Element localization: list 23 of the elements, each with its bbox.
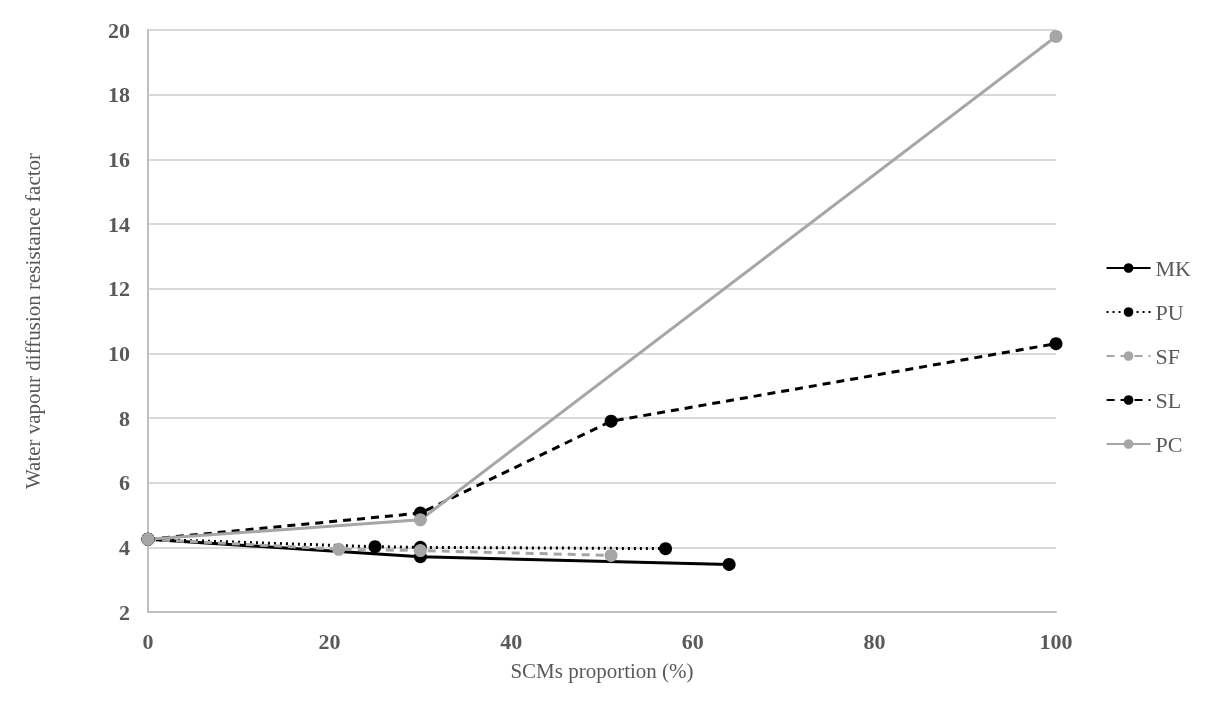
- x-tick-label: 40: [500, 628, 523, 654]
- x-tick-label: 20: [318, 628, 341, 654]
- y-tick-label: 16: [108, 146, 130, 172]
- x-tick-label: 0: [142, 628, 154, 654]
- legend-label: PC: [1155, 431, 1183, 457]
- y-tick-label: 8: [119, 405, 130, 431]
- y-tick-label: 2: [119, 599, 130, 625]
- y-tick-label: 4: [119, 534, 130, 560]
- y-tick-label: 6: [119, 470, 130, 496]
- y-axis-title: Water vapour diffusion resistance factor: [20, 152, 45, 490]
- x-tick-label: 60: [681, 628, 704, 654]
- y-tick-label: 10: [108, 340, 130, 366]
- legend-label: SL: [1155, 387, 1182, 413]
- x-axis-title: SCMs proportion (%): [510, 658, 694, 683]
- y-tick-label: 18: [108, 82, 130, 108]
- legend-label: PU: [1155, 299, 1184, 325]
- y-tick-label: 12: [108, 276, 130, 302]
- y-tick-label: 14: [108, 211, 130, 237]
- x-tick-label: 100: [1039, 628, 1073, 654]
- legend-label: SF: [1155, 343, 1181, 369]
- x-tick-label: 80: [863, 628, 886, 654]
- legend-label: MK: [1155, 255, 1192, 281]
- y-tick-label: 20: [108, 17, 130, 43]
